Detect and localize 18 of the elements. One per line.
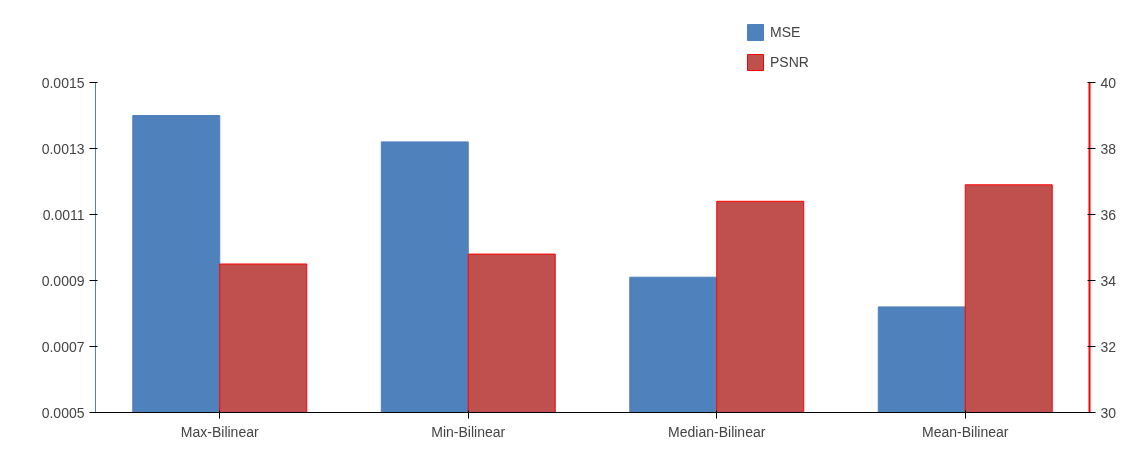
y-tick-label: 0.0011	[42, 206, 85, 223]
x-tick-label: Max-Bilinear	[180, 423, 259, 440]
y2-tick-label: 38	[1100, 140, 1117, 157]
y2-tick-label: 36	[1100, 206, 1117, 223]
x-tick-label: Min-Bilinear	[431, 423, 506, 440]
x-tick-label: Median-Bilinear	[668, 423, 766, 440]
y-tick-label: 0.0007	[41, 338, 85, 355]
y-tick-label: 0.0013	[41, 140, 85, 157]
x-tick-label: Mean-Bilinear	[922, 423, 1009, 440]
y-tick-label: 0.0009	[41, 272, 85, 289]
y2-tick-label: 34	[1100, 272, 1117, 289]
y2-tick-label: 32	[1100, 338, 1117, 355]
y-tick-label: 0.0015	[41, 74, 85, 91]
legend-label: PSNR	[770, 54, 809, 70]
y-tick-label: 0.0005	[41, 404, 85, 421]
y2-tick-label: 30	[1100, 404, 1117, 421]
legend-label: MSE	[770, 24, 801, 40]
y2-tick-label: 40	[1100, 74, 1117, 91]
